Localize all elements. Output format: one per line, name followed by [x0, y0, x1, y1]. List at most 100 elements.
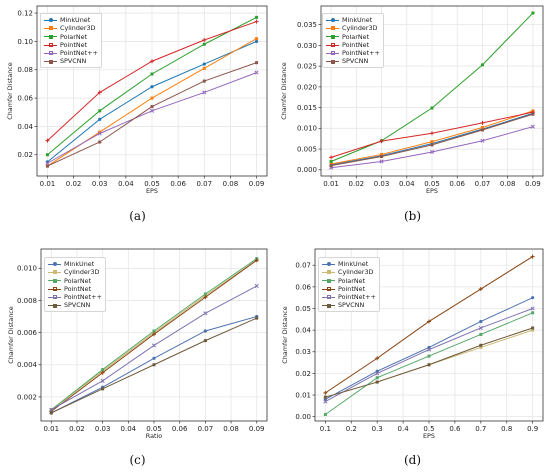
legend-entry: MinkUnet [44, 16, 98, 24]
data-point [427, 319, 431, 324]
data-point [530, 254, 535, 259]
x-tick-label: 0.06 [170, 180, 186, 188]
data-point [375, 376, 379, 380]
legend-entry: PolarNet [48, 277, 102, 285]
y-tick-label: 0.06 [17, 94, 33, 102]
data-point [203, 311, 208, 316]
legend-label: PointNet++ [342, 49, 380, 58]
x-tick-label: 0.05 [144, 180, 160, 188]
x-tick-label: 0.02 [69, 425, 85, 433]
data-point [531, 328, 535, 332]
x-axis-label: EPS [423, 432, 435, 440]
y-tick-label: 0.02 [295, 370, 311, 378]
x-tick-label: 0.03 [92, 180, 108, 188]
series-minkunet [45, 39, 259, 164]
x-tick-label: 0.07 [196, 180, 212, 188]
legend-entry: SPVCNN [326, 57, 380, 65]
series-pointnetplusplus [45, 70, 259, 166]
legend-label: PointNet++ [338, 293, 376, 302]
data-point [380, 152, 384, 156]
legend-label: MinkUnet [60, 16, 91, 24]
data-point [480, 63, 484, 67]
chart-panel-b: 0.01 0.02 0.03 0.04 0.05 0.06 0.07 0.08 0.09 0.00… [275, 0, 550, 238]
chart-panel-a: 0.01 0.02 0.03 0.04 0.05 0.06 0.07 0.08 0.09 0.02… [0, 0, 275, 238]
y-axis-label: Chamfer Distance [281, 306, 289, 364]
data-point [430, 140, 434, 144]
x-tick-label: 0.03 [374, 180, 390, 188]
data-point [152, 332, 156, 337]
y-tick-label: 0.010 [17, 265, 37, 273]
legend-swatch [326, 16, 339, 24]
x-tick-label: 0.7 [475, 425, 486, 433]
data-point [45, 164, 49, 168]
x-tick-label: 0.09 [249, 180, 265, 188]
chart-a-caption: (a) [129, 209, 146, 223]
data-point [150, 105, 154, 109]
legend-label: SPVCNN [64, 301, 91, 310]
data-point [203, 292, 207, 296]
data-point [98, 109, 102, 113]
legend-entry: Cylinder3D [48, 268, 102, 276]
series-spvcnn [49, 316, 259, 415]
legend-swatch [48, 277, 61, 285]
data-point [329, 159, 333, 163]
legend-label: PointNet [342, 40, 370, 49]
x-tick-label: 0.09 [249, 425, 265, 433]
data-point [430, 131, 434, 136]
data-point [152, 363, 156, 367]
data-point [379, 139, 384, 144]
data-point [202, 38, 207, 42]
data-point [323, 390, 328, 395]
data-point [478, 325, 483, 331]
y-tick-label: 0.008 [17, 297, 37, 305]
data-point [45, 161, 50, 166]
data-point [380, 155, 384, 159]
series-polarnet [45, 15, 259, 157]
x-tick-label: 0.07 [198, 425, 214, 433]
data-point [150, 96, 154, 100]
data-point [530, 306, 535, 311]
x-tick-label: 0.08 [500, 180, 516, 188]
legend-swatch [326, 24, 339, 32]
y-tick-label: 0.03 [295, 348, 311, 356]
data-point [323, 395, 327, 399]
x-tick-label: 0.02 [66, 180, 82, 188]
legend-label: MinkUnet [342, 16, 373, 24]
data-point [98, 117, 102, 121]
legend-entry: PointNet++ [322, 293, 376, 301]
legend-swatch [48, 293, 61, 301]
y-tick-label: 0.01 [295, 391, 311, 399]
data-point [202, 90, 207, 95]
data-point [150, 85, 154, 89]
y-tick-label: 0.00 [295, 413, 311, 421]
legend-label: PointNet [338, 284, 366, 293]
y-tick-label: 0.04 [17, 123, 33, 131]
series-spvcnn [45, 61, 259, 168]
data-point [530, 124, 535, 129]
data-point [100, 370, 105, 375]
legend-swatch [326, 49, 339, 57]
series-pointnetplusplus [329, 124, 535, 170]
y-tick-label: 0.006 [17, 329, 38, 337]
series-polarnet [323, 311, 535, 417]
chart-a-svg: 0.01 0.02 0.03 0.04 0.05 0.06 0.07 0.08 0.09 0.02… [6, 5, 268, 195]
data-point [202, 66, 206, 70]
data-point [426, 347, 432, 352]
legend-swatch [44, 49, 57, 57]
chart-c-svg: 0.01 0.02 0.03 0.04 0.05 0.06 0.07 0.08 0.09 0.00… [7, 248, 268, 440]
legend-swatch [48, 302, 61, 310]
data-point [45, 138, 50, 143]
y-tick-label: 0.004 [17, 361, 38, 369]
data-point [427, 363, 431, 367]
data-point [479, 345, 483, 349]
legend-swatch [48, 260, 61, 268]
y-tick-label: 0.10 [17, 38, 33, 46]
chart-b-caption: (b) [403, 209, 422, 223]
x-tick-label: 0.07 [475, 180, 491, 188]
data-point [254, 258, 259, 263]
data-point [254, 39, 259, 44]
legend-entry: Cylinder3D [322, 268, 376, 276]
y-tick-label: 0.02 [17, 151, 33, 159]
data-point [152, 356, 156, 360]
legend-entry: Cylinder3D [44, 24, 98, 32]
